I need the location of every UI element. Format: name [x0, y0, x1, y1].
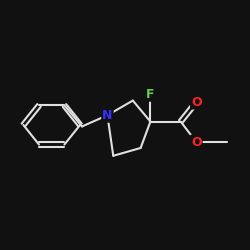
Text: F: F	[146, 88, 155, 101]
Text: O: O	[191, 96, 202, 108]
Text: N: N	[102, 109, 113, 122]
Text: O: O	[191, 136, 202, 148]
